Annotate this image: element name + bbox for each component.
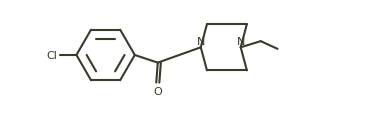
Text: Cl: Cl (47, 51, 58, 60)
Text: N: N (196, 36, 205, 46)
Text: O: O (153, 86, 162, 96)
Text: N: N (236, 36, 245, 46)
